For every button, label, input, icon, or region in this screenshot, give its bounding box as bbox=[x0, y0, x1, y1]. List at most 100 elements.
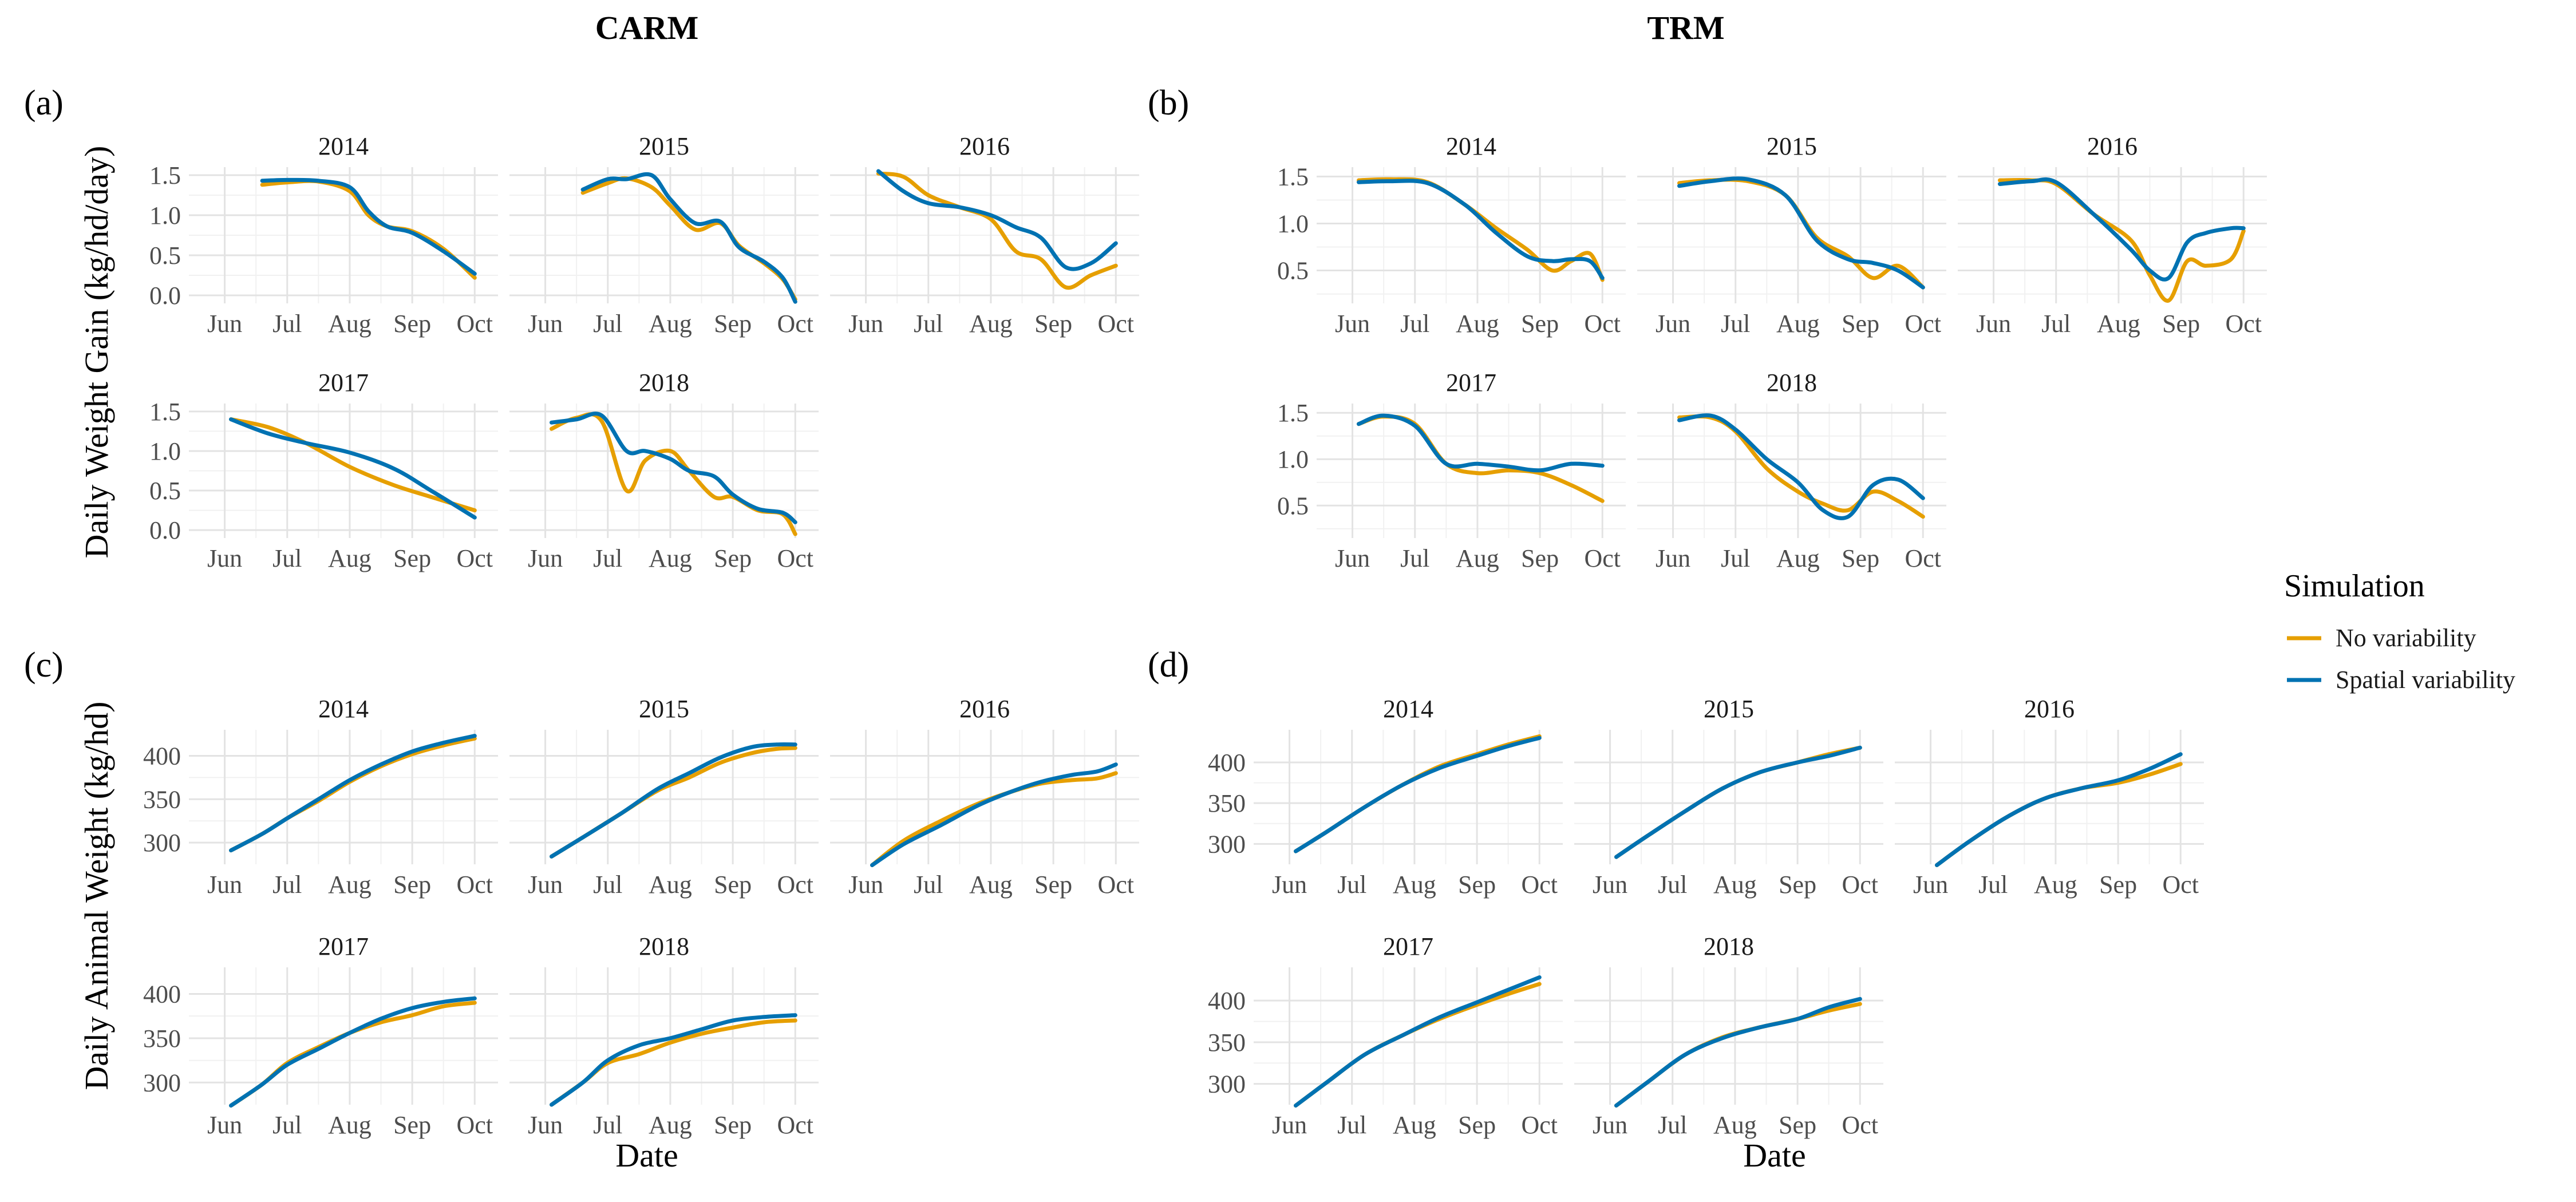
x-tick-label: Jun bbox=[1272, 1111, 1307, 1139]
panel-label-d: (d) bbox=[1148, 646, 1189, 685]
x-tick-label: Jun bbox=[1976, 310, 2011, 338]
x-tick-label: Aug bbox=[2034, 871, 2077, 899]
series-line-spatial-variability bbox=[550, 742, 797, 859]
x-tick-label: Sep bbox=[1458, 871, 1496, 899]
facet-strip-label: 2016 bbox=[959, 132, 1010, 160]
x-tick-label: Jul bbox=[914, 871, 943, 899]
series-line-spatial-variability bbox=[1357, 179, 1605, 280]
y-axis-label-weight-gain: Daily Weight Gain (kg/hd/day) bbox=[78, 146, 115, 559]
legend-label-no-variability: No variability bbox=[2336, 624, 2476, 652]
series-line-spatial-variability bbox=[876, 169, 1118, 271]
series-line-no-variability bbox=[550, 746, 797, 859]
facet-carm-2015: 2015 Jun Jul Aug Sep Oct bbox=[509, 132, 819, 338]
x-tick-label: Sep bbox=[714, 544, 752, 572]
facet-strip-label: 2016 bbox=[959, 695, 1010, 723]
x-tick-label: Jul bbox=[1337, 1111, 1366, 1139]
x-tick-label: Sep bbox=[393, 544, 431, 572]
x-tick-label: Oct bbox=[456, 544, 493, 572]
series-line-spatial-variability bbox=[1677, 176, 1925, 290]
x-tick-label: Sep bbox=[714, 1111, 752, 1139]
x-tick-label: Jul bbox=[914, 310, 943, 338]
series-line-spatial-variability bbox=[1935, 752, 2183, 867]
panel-label-c: (c) bbox=[24, 646, 64, 685]
y-tick-label: 350 bbox=[1208, 789, 1246, 817]
facet-trm-2016: 2016 Jun Jul Aug Sep Oct bbox=[1895, 695, 2204, 899]
series-line-spatial-variability bbox=[870, 762, 1118, 867]
y-tick-label: 0.0 bbox=[149, 282, 181, 310]
facet-strip-label: 2018 bbox=[1767, 369, 1817, 397]
facet-strip-label: 2015 bbox=[639, 695, 689, 723]
y-tick-label: 300 bbox=[143, 829, 181, 857]
panel-label-b: (b) bbox=[1148, 84, 1189, 122]
x-tick-label: Aug bbox=[1776, 310, 1820, 338]
y-tick-label: 350 bbox=[143, 1025, 181, 1053]
y-tick-label: 1.5 bbox=[1277, 399, 1309, 427]
facet-strip-label: 2014 bbox=[318, 132, 369, 160]
series-line-no-variability bbox=[1294, 982, 1542, 1108]
facet-strip-label: 2017 bbox=[1446, 369, 1496, 397]
panel-label-a: (a) bbox=[24, 84, 64, 122]
x-tick-label: Jul bbox=[1400, 544, 1429, 572]
facet-strip-label: 2014 bbox=[318, 695, 369, 723]
y-tick-label: 300 bbox=[1208, 1070, 1246, 1098]
x-tick-label: Sep bbox=[2162, 310, 2200, 338]
series-line-spatial-variability bbox=[1294, 975, 1542, 1108]
x-tick-label: Oct bbox=[777, 1111, 813, 1139]
x-tick-label: Jul bbox=[1721, 544, 1750, 572]
x-axis-label-right: Date bbox=[1743, 1137, 1806, 1174]
x-tick-label: Aug bbox=[649, 544, 692, 572]
x-tick-label: Aug bbox=[969, 310, 1013, 338]
x-tick-label: Aug bbox=[1456, 544, 1499, 572]
series-line-no-variability bbox=[229, 1001, 477, 1108]
x-tick-label: Jul bbox=[1658, 1111, 1687, 1139]
facet-strip-label: 2016 bbox=[2087, 132, 2138, 160]
facet-strip-label: 2014 bbox=[1446, 132, 1496, 160]
x-tick-label: Jul bbox=[272, 544, 302, 572]
x-tick-label: Sep bbox=[1521, 544, 1559, 572]
x-tick-label: Jun bbox=[848, 871, 883, 899]
facet-trm-2014: 2014 0.5 1.0 1.5 Jun Jul Aug Sep Oct bbox=[1277, 132, 1626, 338]
x-tick-label: Jun bbox=[1593, 1111, 1627, 1139]
x-axis-label-left: Date bbox=[615, 1137, 678, 1174]
y-tick-label: 300 bbox=[1208, 830, 1246, 858]
x-tick-label: Jun bbox=[1656, 310, 1690, 338]
x-tick-label: Aug bbox=[328, 544, 372, 572]
facet-trm-2016: 2016 Jun Jul Aug Sep Oct bbox=[1958, 132, 2267, 338]
x-tick-label: Sep bbox=[1034, 871, 1072, 899]
facet-trm-2017: 2017 300 350 400 Jun Jul Aug Sep Oct bbox=[1208, 932, 1563, 1139]
x-tick-label: Aug bbox=[328, 871, 372, 899]
facet-strip-label: 2017 bbox=[318, 369, 369, 397]
x-tick-label: Jul bbox=[593, 544, 622, 572]
section-title-carm: CARM bbox=[595, 9, 698, 46]
x-tick-label: Sep bbox=[714, 871, 752, 899]
x-tick-label: Jul bbox=[1721, 310, 1750, 338]
x-tick-label: Sep bbox=[393, 310, 431, 338]
x-tick-label: Sep bbox=[714, 310, 752, 338]
series-line-spatial-variability bbox=[1357, 413, 1605, 473]
x-tick-label: Jul bbox=[272, 310, 302, 338]
x-tick-label: Jul bbox=[593, 310, 622, 338]
x-tick-label: Aug bbox=[649, 1111, 692, 1139]
x-tick-label: Oct bbox=[1097, 871, 1134, 899]
facet-carm-2018: 2018 Jun Jul Aug Sep Oct bbox=[509, 369, 819, 572]
facet-carm-2016: 2016 Jun Jul Aug Sep Oct bbox=[830, 695, 1139, 899]
series-line-no-variability bbox=[1614, 1002, 1862, 1108]
x-tick-label: Jun bbox=[528, 1111, 563, 1139]
x-tick-label: Oct bbox=[2162, 871, 2199, 899]
y-tick-label: 1.0 bbox=[1277, 445, 1309, 473]
x-tick-label: Aug bbox=[328, 310, 372, 338]
x-tick-label: Jul bbox=[593, 871, 622, 899]
x-tick-label: Jun bbox=[207, 1111, 242, 1139]
x-tick-label: Oct bbox=[1584, 310, 1621, 338]
facet-carm-2014: 2014 0.0 0.5 1.0 1.5 Jun Jul Aug Sep Oct bbox=[149, 132, 498, 338]
x-tick-label: Jul bbox=[272, 1111, 302, 1139]
facet-trm-2015: 2015 Jun Jul Aug Sep Oct bbox=[1637, 132, 1946, 338]
series-line-no-variability bbox=[1677, 414, 1925, 519]
facet-carm-2017: 2017 0.0 0.5 1.0 1.5 Jun Jul Aug Sep Oct bbox=[149, 369, 498, 572]
x-tick-label: Aug bbox=[969, 871, 1013, 899]
y-tick-label: 350 bbox=[143, 785, 181, 813]
series-line-spatial-variability bbox=[550, 412, 797, 524]
y-tick-label: 350 bbox=[1208, 1029, 1246, 1057]
x-tick-label: Oct bbox=[2225, 310, 2262, 338]
